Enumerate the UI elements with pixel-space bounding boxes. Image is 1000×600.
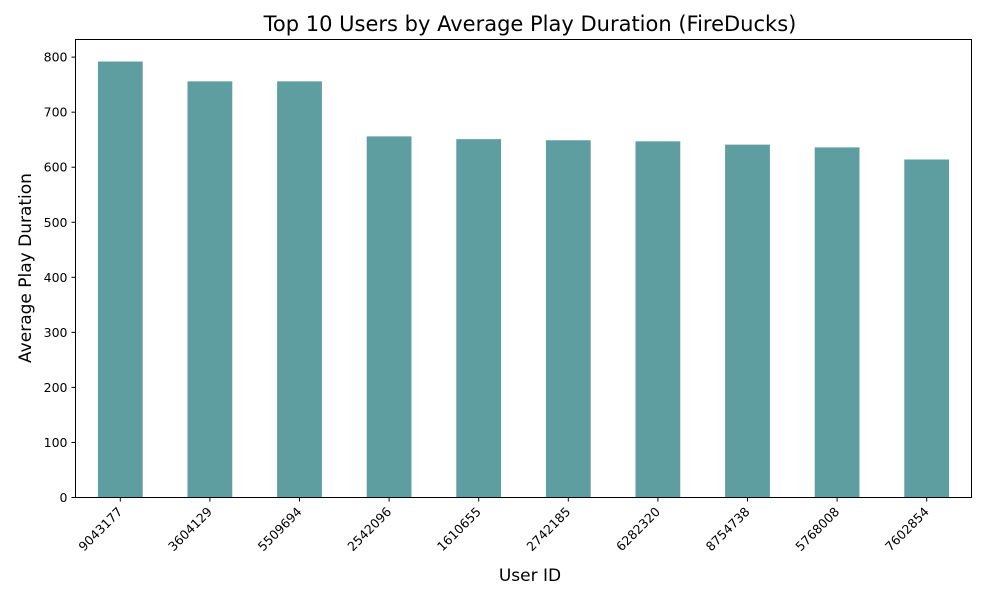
x-tick-label: 3604129 — [165, 504, 215, 554]
bar — [456, 139, 502, 498]
x-tick-label: 8754738 — [703, 504, 753, 554]
y-axis: 0 100 200 300 400 500 600 700 800 — [44, 50, 76, 505]
bar — [814, 147, 860, 498]
y-tick-label: 500 — [44, 215, 68, 230]
bars-group — [97, 61, 950, 498]
y-tick-label: 0 — [60, 490, 68, 505]
bar — [97, 61, 143, 498]
x-tick-label: 7602854 — [882, 504, 932, 554]
x-axis: 9043177 3604129 5509694 2542096 1610655 27421… — [75, 497, 932, 554]
bar — [545, 140, 591, 498]
x-tick-label: 2542096 — [344, 504, 394, 554]
bar — [725, 144, 770, 498]
bar — [366, 136, 412, 498]
y-tick-label: 800 — [44, 50, 68, 65]
y-tick-label: 700 — [44, 105, 68, 120]
chart-title: Top 10 Users by Average Play Duration (F… — [263, 12, 797, 36]
y-tick-label: 300 — [44, 325, 68, 340]
y-tick-label: 600 — [44, 160, 68, 175]
y-axis-label: Average Play Duration — [16, 173, 36, 363]
x-tick-label: 2742185 — [523, 504, 573, 554]
plot-frame — [75, 39, 972, 498]
bar — [904, 159, 950, 498]
x-tick-label: 9043177 — [75, 504, 125, 554]
x-axis-label: User ID — [499, 566, 561, 586]
y-tick-label: 100 — [44, 435, 68, 450]
x-tick-label: 6282320 — [613, 504, 663, 554]
bar — [187, 81, 233, 498]
y-tick-label: 400 — [44, 270, 68, 285]
x-tick-label: 5768008 — [792, 504, 842, 554]
x-tick-label: 5509694 — [255, 504, 305, 554]
bar — [635, 141, 681, 498]
bar — [277, 81, 322, 498]
x-tick-label: 1610655 — [434, 504, 484, 554]
y-tick-label: 200 — [44, 380, 68, 395]
